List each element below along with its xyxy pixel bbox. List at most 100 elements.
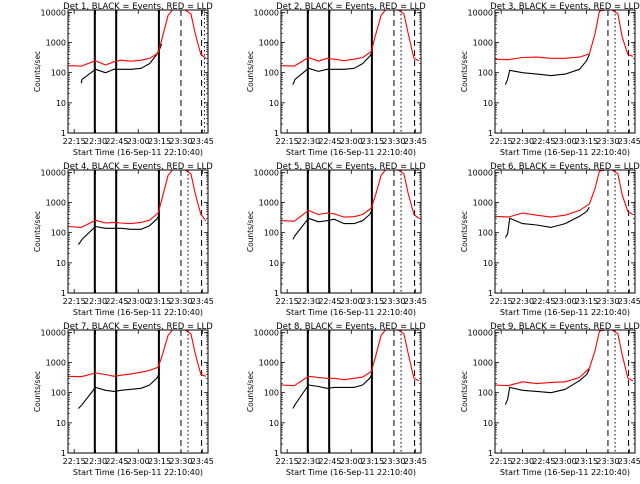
series-lld — [495, 170, 634, 218]
x-axis-label: Start Time (16-Sep-11 22:10:40) — [73, 308, 203, 317]
x-tick-label: 22:30 — [511, 137, 534, 146]
y-tick-label: 1000 — [259, 39, 279, 48]
y-tick-label: 10000 — [41, 168, 66, 177]
y-axis-label: Counts/sec — [33, 211, 42, 252]
y-tick-label: 1 — [61, 129, 66, 138]
x-tick-label: 23:30 — [596, 297, 619, 306]
series-lld — [281, 10, 420, 67]
x-tick-label: 23:00 — [340, 297, 363, 306]
y-tick-label: 100 — [51, 229, 66, 238]
y-axis-label: Counts/sec — [460, 51, 469, 92]
panel-det-7: Det 7, BLACK = Events, RED = LLD Counts/s… — [33, 322, 214, 477]
series-events — [504, 206, 590, 238]
x-tick-label: 23:30 — [596, 457, 619, 466]
y-tick-label: 10 — [56, 259, 66, 268]
x-tick-label: 23:15 — [361, 457, 384, 466]
x-tick-label: 22:15 — [490, 457, 513, 466]
y-tick-label: 10000 — [468, 168, 493, 177]
y-tick-label: 10 — [269, 99, 279, 108]
x-tick-label: 22:15 — [276, 297, 299, 306]
x-tick-label: 22:30 — [84, 457, 107, 466]
x-tick-label: 23:15 — [575, 137, 598, 146]
x-tick-label: 23:45 — [404, 457, 427, 466]
panel-det-2: Det 2, BLACK = Events, RED = LLD Counts/s… — [246, 2, 427, 157]
x-tick-label: 23:00 — [554, 297, 577, 306]
x-tick-label: 22:45 — [532, 137, 555, 146]
y-tick-label: 1000 — [473, 39, 493, 48]
y-tick-label: 1 — [274, 449, 279, 458]
x-tick-label: 22:15 — [276, 137, 299, 146]
y-tick-label: 100 — [264, 229, 279, 238]
x-tick-label: 23:30 — [169, 137, 192, 146]
x-tick-label: 23:30 — [596, 137, 619, 146]
y-tick-label: 1000 — [473, 359, 493, 368]
series-events — [504, 54, 590, 85]
x-tick-label: 22:30 — [297, 457, 320, 466]
plot-frame — [494, 329, 636, 454]
series-events — [292, 372, 374, 409]
y-tick-label: 10 — [483, 419, 493, 428]
x-tick-label: 23:15 — [361, 297, 384, 306]
series-events — [504, 368, 590, 405]
panel-det-9: Det 9, BLACK = Events, RED = LLD Counts/s… — [460, 322, 640, 477]
panel-title: Det 6, BLACK = Events, RED = LLD — [490, 162, 640, 172]
y-tick-label: 10000 — [254, 8, 279, 17]
x-tick-label: 23:30 — [169, 297, 192, 306]
x-tick-label: 23:15 — [361, 137, 384, 146]
x-tick-label: 22:15 — [276, 457, 299, 466]
y-tick-label: 1 — [488, 289, 493, 298]
y-tick-label: 1000 — [46, 39, 66, 48]
x-tick-label: 23:15 — [148, 457, 171, 466]
x-tick-label: 23:00 — [554, 137, 577, 146]
y-tick-label: 10000 — [254, 168, 279, 177]
x-tick-label: 22:45 — [532, 457, 555, 466]
y-tick-label: 100 — [264, 389, 279, 398]
x-tick-label: 22:45 — [318, 297, 341, 306]
x-tick-label: 23:00 — [340, 457, 363, 466]
y-tick-label: 100 — [51, 69, 66, 78]
x-tick-label: 23:30 — [382, 297, 405, 306]
series-events — [292, 51, 374, 85]
panel-det-8: Det 8, BLACK = Events, RED = LLD Counts/s… — [246, 322, 427, 477]
x-tick-label: 23:30 — [382, 137, 405, 146]
y-tick-label: 10000 — [254, 328, 279, 337]
y-tick-label: 100 — [51, 389, 66, 398]
y-axis-label: Counts/sec — [246, 371, 255, 412]
panel-title: Det 5, BLACK = Events, RED = LLD — [276, 162, 426, 172]
y-tick-label: 1 — [61, 289, 66, 298]
x-tick-label: 22:45 — [532, 297, 555, 306]
y-tick-label: 1 — [488, 129, 493, 138]
x-tick-label: 23:45 — [618, 137, 640, 146]
panel-det-4: Det 4, BLACK = Events, RED = LLD Counts/s… — [33, 162, 214, 317]
y-axis-label: Counts/sec — [33, 51, 42, 92]
panel-title: Det 7, BLACK = Events, RED = LLD — [63, 322, 213, 332]
x-tick-label: 22:45 — [105, 457, 128, 466]
x-tick-label: 22:15 — [63, 137, 86, 146]
y-tick-label: 1000 — [46, 359, 66, 368]
panel-title: Det 2, BLACK = Events, RED = LLD — [276, 2, 426, 12]
plot-frame — [67, 169, 209, 294]
x-axis-label: Start Time (16-Sep-11 22:10:40) — [500, 308, 630, 317]
x-axis-label: Start Time (16-Sep-11 22:10:40) — [286, 308, 416, 317]
x-tick-label: 23:15 — [575, 297, 598, 306]
panel-title: Det 3, BLACK = Events, RED = LLD — [490, 2, 640, 12]
y-tick-label: 100 — [264, 69, 279, 78]
y-tick-label: 1000 — [259, 199, 279, 208]
y-tick-label: 10 — [56, 419, 66, 428]
plot-frame — [494, 169, 636, 294]
series-lld — [281, 170, 420, 222]
x-tick-label: 23:45 — [191, 457, 214, 466]
series-events — [78, 372, 161, 409]
plot-frame — [67, 9, 209, 134]
y-tick-label: 1000 — [259, 359, 279, 368]
x-tick-label: 22:15 — [490, 137, 513, 146]
series-lld — [68, 170, 207, 228]
y-axis-label: Counts/sec — [460, 371, 469, 412]
panel-title: Det 1, BLACK = Events, RED = LLD — [63, 2, 213, 12]
x-axis-label: Start Time (16-Sep-11 22:10:40) — [286, 468, 416, 477]
x-axis-label: Start Time (16-Sep-11 22:10:40) — [500, 468, 630, 477]
x-tick-label: 22:30 — [511, 297, 534, 306]
x-tick-label: 22:45 — [318, 457, 341, 466]
y-tick-label: 10000 — [468, 328, 493, 337]
